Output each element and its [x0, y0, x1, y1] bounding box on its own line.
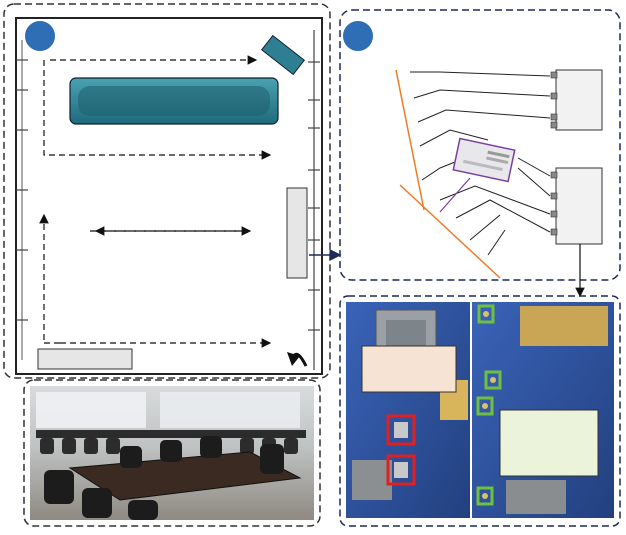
ap1-box	[551, 70, 602, 130]
panel-ii	[340, 10, 620, 296]
receiver-box	[287, 188, 307, 278]
panel-i	[4, 4, 330, 378]
power-splitter	[453, 139, 514, 182]
board-photo-panel	[340, 296, 620, 526]
broadcom-label	[362, 346, 456, 392]
ap2-box	[551, 168, 602, 244]
conference-table	[70, 78, 278, 124]
room-photo-panel	[24, 380, 320, 526]
badge-i	[24, 20, 56, 52]
rf-channels-label	[500, 410, 598, 476]
splitter-pointer	[440, 178, 470, 212]
badge-ii	[342, 20, 374, 52]
array-axis-vertical	[396, 70, 424, 210]
walking-track-rows	[44, 215, 270, 343]
right-wall-ticks	[308, 30, 320, 370]
projector-screen	[262, 36, 305, 75]
array-axis-diagonal	[400, 185, 500, 278]
transmitter-box	[38, 349, 132, 369]
